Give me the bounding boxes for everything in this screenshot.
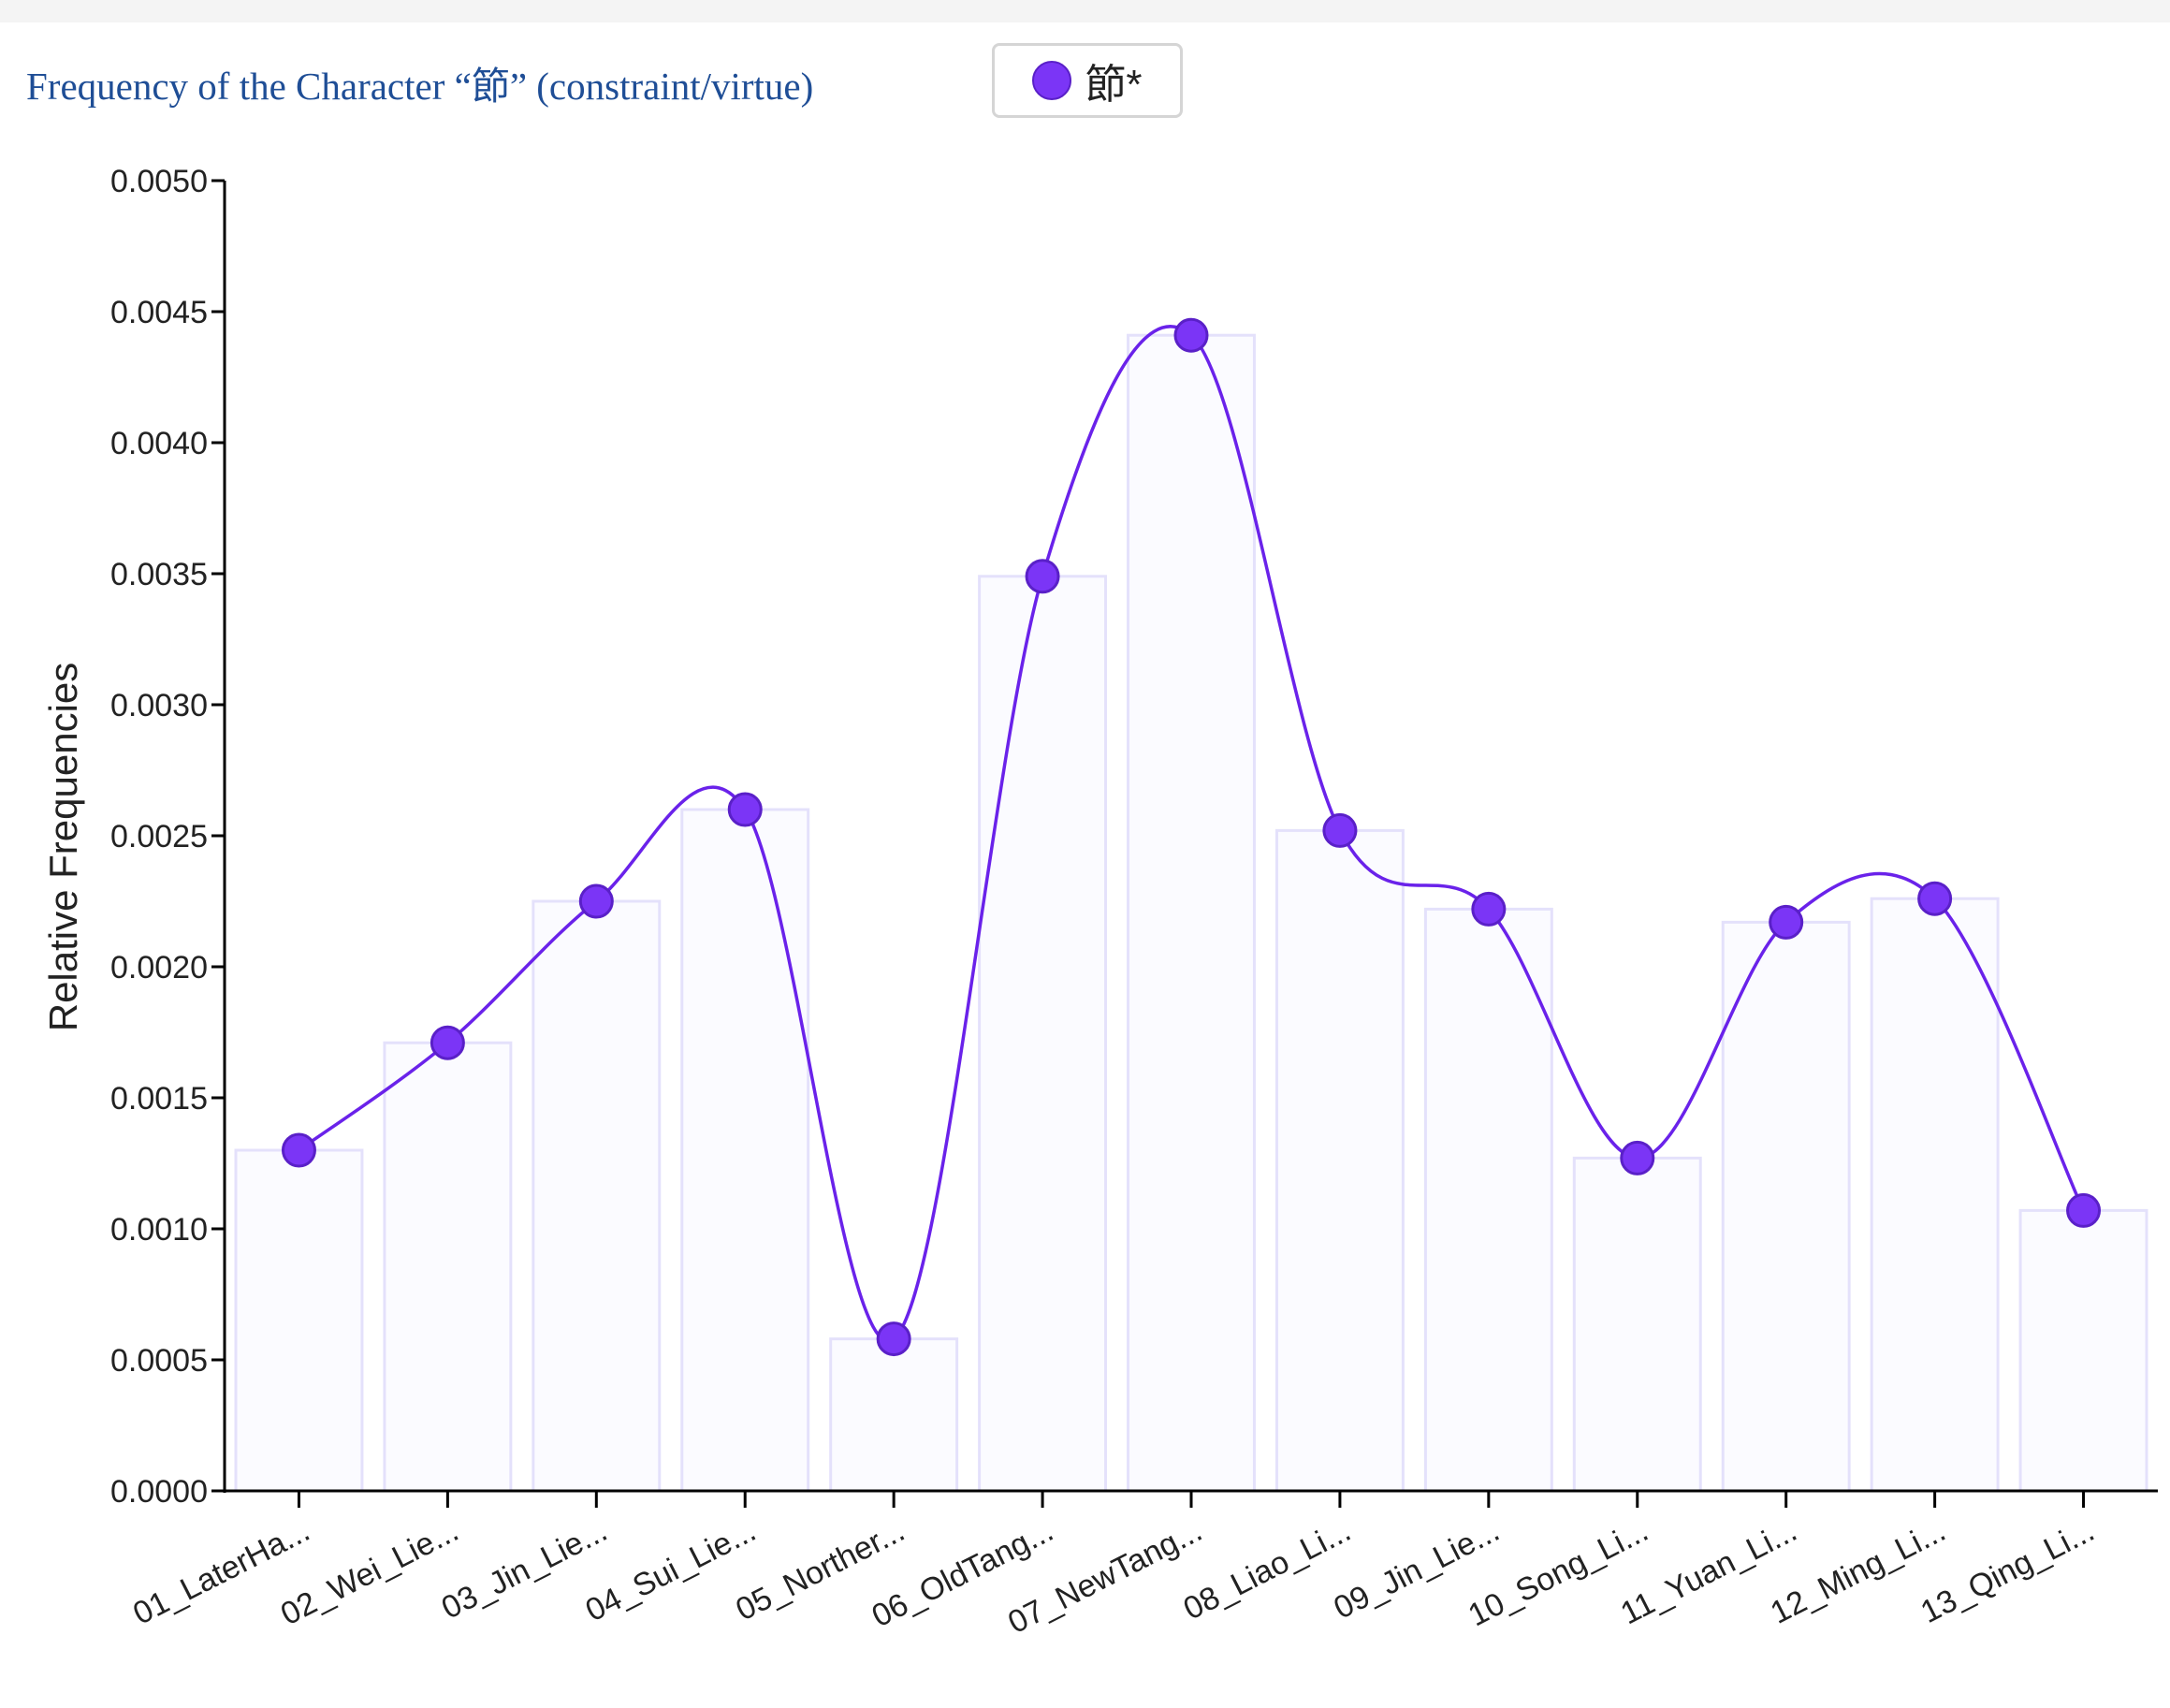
data-point-5 (876, 1321, 911, 1357)
y-tick-label: 0.0000 (110, 1474, 208, 1510)
data-point-7 (1173, 317, 1209, 353)
y-tick-label: 0.0040 (110, 426, 208, 461)
y-tick-label: 0.0045 (110, 295, 208, 330)
bar-9 (1423, 907, 1553, 1493)
y-tick-label: 0.0015 (110, 1081, 208, 1117)
y-tick-label: 0.0025 (110, 819, 208, 854)
data-point-13 (2066, 1192, 2102, 1228)
data-point-12 (1917, 881, 1953, 916)
legend[interactable]: 節* (992, 43, 1183, 118)
data-point-4 (727, 792, 763, 827)
data-point-3 (578, 883, 614, 919)
bar-8 (1274, 828, 1405, 1493)
y-tick-label: 0.0010 (110, 1212, 208, 1248)
series-line (298, 325, 2086, 1343)
y-tick-label: 0.0020 (110, 950, 208, 985)
bar-10 (1572, 1156, 1702, 1493)
data-point-9 (1471, 891, 1507, 927)
data-point-6 (1025, 559, 1060, 594)
y-tick-label: 0.0050 (110, 164, 208, 199)
y-tick-label: 0.0035 (110, 557, 208, 592)
data-point-1 (281, 1132, 316, 1168)
bar-7 (1127, 333, 1256, 1493)
bar-2 (383, 1041, 513, 1493)
bar-6 (978, 575, 1108, 1493)
bar-12 (1870, 897, 2000, 1493)
legend-marker-icon (1032, 61, 1072, 100)
data-point-11 (1769, 904, 1804, 940)
y-tick-label: 0.0030 (110, 688, 208, 723)
top-bar (0, 0, 2170, 22)
legend-label: 節* (1085, 62, 1143, 108)
data-point-8 (1322, 812, 1358, 848)
chart-title: Frequency of the Character “節” (constrai… (26, 65, 814, 108)
bar-5 (829, 1337, 959, 1493)
bar-4 (680, 808, 810, 1493)
y-tick-label: 0.0005 (110, 1343, 208, 1379)
bar-1 (234, 1148, 364, 1493)
data-point-10 (1620, 1140, 1655, 1175)
bar-3 (532, 899, 662, 1493)
bar-13 (2018, 1208, 2148, 1493)
data-point-2 (430, 1025, 465, 1060)
x-tick-label: 08_Liao_Li... (1178, 1512, 1357, 1627)
x-tick-label: 04_Sui_Lie... (580, 1512, 762, 1628)
y-axis-label: Relative Frequencies (41, 663, 85, 1032)
bar-11 (1721, 920, 1851, 1493)
